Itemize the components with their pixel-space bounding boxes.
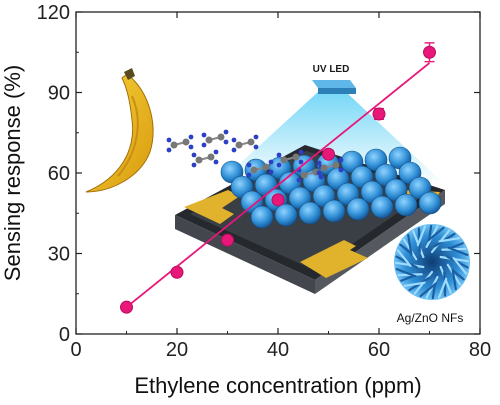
nanoflower-petal: [451, 268, 457, 291]
nanoflower-petal: [447, 246, 469, 257]
nanoflower-petal: [427, 226, 445, 242]
zno-ball: [250, 205, 274, 229]
ethylene-molecule: [166, 134, 194, 153]
ethylene-molecule: [276, 149, 304, 168]
x-axis-title: Ethylene concentration (ppm): [134, 373, 421, 398]
ethylene-molecule: [316, 157, 344, 176]
nanoflower-petal: [416, 225, 427, 247]
zno-nanoflower-array: [220, 146, 442, 229]
x-tick-label: 0: [70, 339, 81, 361]
nanoflower-petal: [419, 282, 437, 298]
uv-led-label: UV LED: [313, 64, 350, 75]
banana: [85, 68, 154, 193]
nanoflower-label: Ag/ZnO NFs: [397, 311, 464, 325]
electrode-left: [184, 190, 240, 224]
zno-ball: [370, 195, 394, 219]
x-tick-label: 80: [469, 339, 491, 361]
data-point: [423, 45, 436, 59]
x-tick-label: 60: [368, 339, 390, 361]
zno-ball: [298, 201, 322, 225]
y-tick-label: 0: [59, 324, 70, 346]
zno-ball: [418, 191, 442, 215]
x-tick-label: 20: [166, 339, 188, 361]
data-point: [221, 233, 234, 247]
x-tick-label: 40: [267, 339, 289, 361]
nanoflower-petal: [437, 277, 448, 299]
ethylene-molecule: [201, 129, 229, 148]
zno-ball: [274, 203, 298, 227]
electrode-right: [300, 240, 368, 278]
data-point: [271, 193, 285, 207]
zno-ball: [394, 193, 418, 217]
data-point: [322, 147, 335, 161]
data-points: [120, 45, 436, 314]
nanoflower-petal: [403, 281, 426, 287]
uv-led: [312, 80, 356, 94]
data-point: [120, 300, 133, 314]
data-point: [372, 107, 386, 121]
ethylene-molecule: [246, 159, 274, 178]
y-tick-label: 30: [48, 244, 70, 266]
nanoflower-inset: [394, 224, 470, 300]
y-tick-label: 90: [48, 83, 70, 105]
tick-labels: 0 20 40 60 80 0 30 60 90 120: [37, 2, 492, 361]
zno-ball: [346, 197, 370, 221]
axis-ticks: [75, 11, 481, 335]
sensor-illustration: UV LED Ag/ZnO NFs: [85, 64, 470, 325]
nanoflower-petal: [452, 257, 468, 275]
nanoflower-petal: [438, 237, 461, 243]
y-tick-label: 120: [37, 2, 70, 24]
zno-ball: [322, 199, 346, 223]
ethylene-molecule: [191, 149, 219, 168]
nanoflower-petal: [395, 267, 417, 278]
y-tick-label: 60: [48, 163, 70, 185]
data-point: [170, 265, 184, 279]
y-axis-title: Sensing response (%): [0, 65, 25, 281]
nanoflower-petal: [407, 233, 413, 256]
ethylene-molecule: [231, 134, 259, 153]
ethylene-molecules: [166, 129, 344, 183]
nanoflower-petal: [396, 249, 412, 267]
